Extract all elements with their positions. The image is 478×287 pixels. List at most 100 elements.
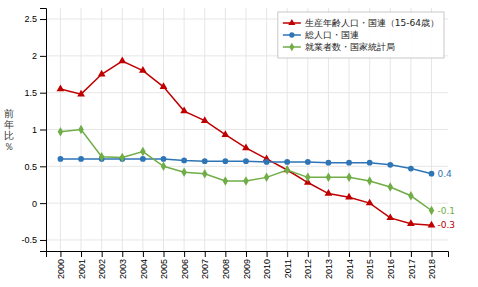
- y-tick: 2: [32, 51, 46, 61]
- annotation: 0.4: [438, 169, 453, 179]
- y-tick: 1: [32, 125, 46, 135]
- grid-line-x: [101, 8, 102, 251]
- x-tick-mark: [122, 251, 123, 257]
- series-point: [346, 160, 352, 166]
- annotation: -0.1: [438, 206, 456, 216]
- series-point: [346, 173, 351, 182]
- series-point: [202, 158, 208, 164]
- x-tick-mark: [205, 251, 206, 257]
- x-tick-mark: [287, 251, 288, 257]
- x-tick: 2013: [324, 251, 334, 279]
- series-point: [388, 182, 393, 191]
- legend-item: 生産年齢人口・国連（15-64歳）: [283, 18, 439, 28]
- series-point: [305, 173, 310, 182]
- legend-box: [278, 12, 444, 58]
- y-tick-label: 1.5: [24, 88, 37, 98]
- x-tick-label: 2008: [221, 259, 231, 279]
- series-point: [408, 166, 414, 172]
- grid-line-y: [46, 239, 448, 240]
- x-tick-mark: [308, 251, 309, 257]
- series-point: [181, 158, 187, 164]
- y-tick-mark: [40, 203, 46, 204]
- x-tick-mark: [370, 251, 371, 257]
- series-point: [221, 130, 229, 137]
- series-point: [223, 176, 228, 185]
- x-tick-mark: [432, 251, 433, 257]
- x-tick-label: 2001: [77, 259, 87, 279]
- x-tick-mark: [81, 251, 82, 257]
- series: [58, 125, 435, 215]
- x-tick-label: 2009: [242, 259, 252, 279]
- y-tick-label: 0.5: [24, 162, 37, 172]
- x-tick-mark: [328, 251, 329, 257]
- series: [58, 156, 435, 176]
- x-tick: 2007: [200, 251, 210, 279]
- x-tick: 2014: [345, 251, 355, 279]
- series-point: [98, 70, 106, 77]
- x-tick: 2003: [118, 251, 128, 279]
- x-tick-label: 2004: [139, 259, 149, 279]
- series-point: [140, 156, 146, 162]
- x-tick: 2001: [77, 251, 87, 279]
- y-tick-label: 2: [32, 51, 37, 61]
- grid-line-x: [225, 8, 226, 251]
- x-tick-mark: [102, 251, 103, 257]
- x-tick: 2000: [56, 251, 66, 279]
- x-tick-mark: [246, 251, 247, 257]
- series-point: [222, 158, 228, 164]
- y-tick-label: 0: [32, 199, 37, 209]
- x-tick-label: 2012: [303, 259, 313, 279]
- series-point: [326, 173, 331, 182]
- x-tick-mark: [267, 251, 268, 257]
- series-point: [367, 160, 373, 166]
- legend-marker: [288, 19, 295, 25]
- x-tick: 2018: [427, 251, 437, 279]
- x-tick: 2009: [242, 251, 252, 279]
- series-point: [243, 176, 248, 185]
- plot-area: [57, 57, 436, 228]
- y-tick-mark: [40, 93, 46, 94]
- grid-line-y: [46, 203, 448, 204]
- x-tick: 2002: [97, 251, 107, 279]
- x-tick-mark: [225, 251, 226, 257]
- legend-label: 就業者数・国家統計局: [305, 42, 395, 52]
- x-tick-mark: [390, 251, 391, 257]
- grid-line-y: [46, 92, 448, 93]
- x-tick: 2016: [386, 251, 396, 279]
- y-axis-line: [40, 9, 47, 252]
- series-point: [428, 221, 436, 228]
- x-tick-mark: [184, 251, 185, 257]
- x-tick: 2015: [365, 251, 375, 279]
- x-tick-label: 2018: [427, 259, 437, 279]
- series-point: [161, 156, 167, 162]
- series-point: [243, 158, 249, 164]
- series-point: [305, 159, 311, 165]
- series-point: [429, 171, 435, 177]
- series-point: [429, 206, 434, 215]
- series-point: [120, 153, 125, 162]
- x-tick: 2008: [221, 251, 231, 279]
- y-tick: 1.5: [24, 88, 46, 98]
- x-tick-label: 2011: [283, 259, 293, 278]
- series-point: [57, 85, 65, 92]
- series-point: [58, 127, 63, 136]
- series-point: [367, 176, 372, 185]
- series-point: [180, 107, 188, 114]
- x-tick-mark: [349, 251, 350, 257]
- y-tick-mark: [40, 130, 46, 131]
- grid-line-x: [266, 8, 267, 251]
- y-tick: 2.5: [24, 14, 46, 24]
- series-point: [284, 165, 289, 174]
- series-line: [60, 130, 431, 211]
- y-axis: -0.500.511.522.5: [21, 9, 46, 252]
- x-tick-label: 2010: [262, 259, 272, 279]
- grid-line-x: [142, 8, 143, 251]
- series-point: [202, 169, 207, 178]
- series-point: [326, 160, 332, 166]
- legend-item: 就業者数・国家統計局: [283, 42, 395, 52]
- series-point: [78, 125, 83, 134]
- series-point: [366, 199, 374, 206]
- series-point: [58, 156, 64, 162]
- y-tick-mark: [40, 166, 46, 167]
- series-line: [60, 61, 431, 225]
